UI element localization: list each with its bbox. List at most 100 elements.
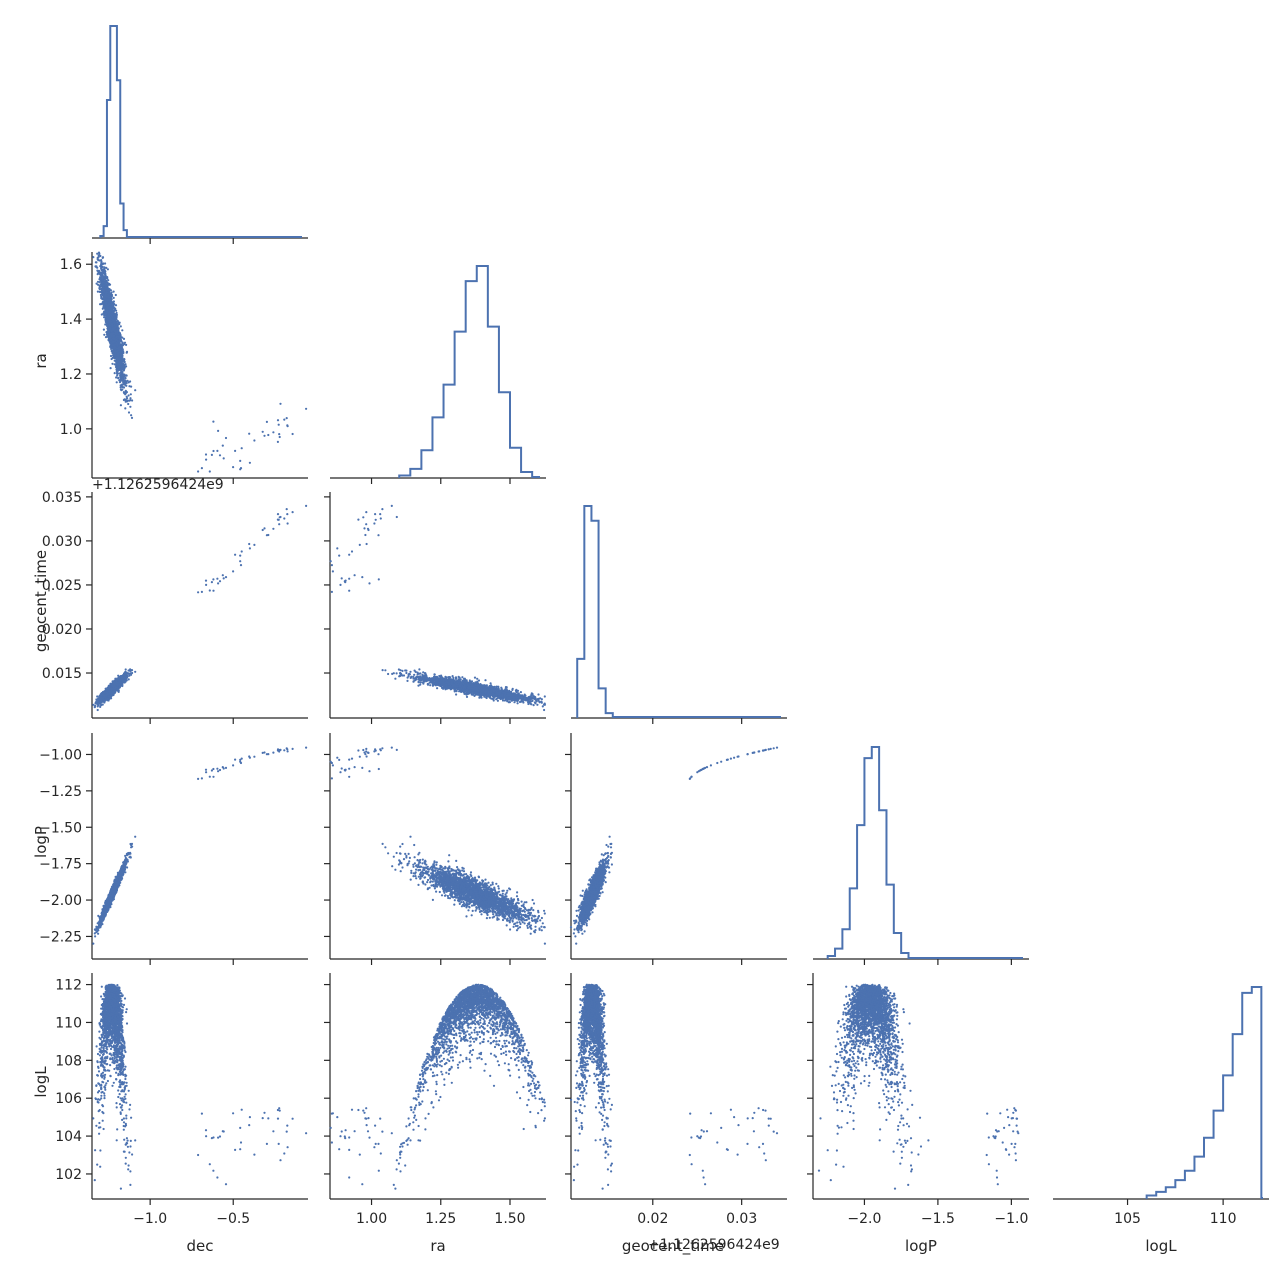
sample-point (118, 357, 120, 359)
sample-point (239, 460, 241, 462)
sample-point (127, 403, 129, 405)
sample-point (96, 283, 98, 285)
sample-point (100, 704, 102, 706)
sample-point (117, 364, 119, 366)
sample-point (106, 299, 108, 301)
sample-point (116, 342, 118, 344)
sample-point (283, 419, 285, 421)
sample-point (121, 384, 123, 386)
sample-point (205, 453, 207, 455)
sample-point (98, 254, 100, 256)
sample-point (100, 276, 102, 278)
sample-point (109, 310, 111, 312)
sample-point (114, 347, 116, 349)
sample-point (205, 459, 207, 461)
sample-point (100, 266, 102, 268)
sample-point (105, 280, 107, 282)
sample-point (113, 297, 115, 299)
sample-point (125, 390, 127, 392)
sample-point (232, 466, 234, 468)
sample-point (128, 394, 130, 396)
sample-point (111, 323, 113, 325)
sample-point (104, 295, 106, 297)
sample-point (119, 375, 121, 377)
sample-point (130, 414, 132, 416)
sample-point (272, 431, 274, 433)
sample-point (111, 352, 113, 354)
sample-point (109, 284, 111, 286)
sample-point (248, 433, 250, 435)
sample-point (112, 350, 114, 352)
sample-point (123, 358, 125, 360)
sample-point (111, 319, 113, 321)
sample-point (122, 381, 124, 383)
sample-point (124, 377, 126, 379)
sample-point (121, 676, 123, 678)
sample-point (292, 433, 294, 435)
sample-point (117, 331, 119, 333)
sample-point (115, 351, 117, 353)
sample-point (118, 336, 120, 338)
sample-point (102, 308, 104, 310)
sample-point (225, 437, 227, 439)
sample-point (103, 329, 105, 331)
sample-point (216, 450, 218, 452)
sample-point (113, 309, 115, 311)
y-tick-label: 1.2 (60, 367, 82, 383)
sample-point (109, 324, 111, 326)
sample-point (116, 381, 118, 383)
sample-point (119, 346, 121, 348)
sample-point (219, 454, 221, 456)
sample-point (117, 353, 119, 355)
sample-point (119, 322, 121, 324)
sample-point (212, 421, 214, 423)
sample-point (96, 695, 98, 697)
sample-point (124, 393, 126, 395)
sample-point (99, 279, 101, 281)
sample-point (113, 320, 115, 322)
sample-point (115, 310, 117, 312)
sample-point (128, 678, 130, 680)
sample-point (223, 457, 225, 459)
sample-point (277, 419, 279, 421)
sample-point (119, 343, 121, 345)
panel-geocent_time-vs-dec: 0.0150.0200.0250.0300.035 (42, 490, 308, 724)
sample-point (103, 288, 105, 290)
sample-point (116, 367, 118, 369)
sample-point (123, 386, 125, 388)
sample-point (239, 468, 241, 470)
sample-point (121, 329, 123, 331)
sample-point (99, 259, 101, 261)
sample-point (99, 291, 101, 293)
sample-point (96, 253, 98, 255)
sample-point (125, 668, 127, 670)
sample-point (263, 435, 265, 437)
sample-point (209, 470, 211, 472)
sample-point (110, 355, 112, 357)
sample-point (92, 256, 94, 258)
sample-point (267, 434, 269, 436)
sample-point (128, 400, 130, 402)
sample-point (107, 327, 109, 329)
panel-ra-vs-dec: 1.01.21.41.6 (60, 252, 308, 485)
sample-point (101, 290, 103, 292)
sample-point (106, 335, 108, 337)
histogram-ra (399, 266, 532, 478)
sample-point (108, 331, 110, 333)
sample-point (105, 331, 107, 333)
sample-point (95, 265, 97, 267)
sample-point (103, 266, 105, 268)
sample-point (131, 672, 133, 674)
sample-point (111, 344, 113, 346)
sample-point (212, 450, 214, 452)
sample-point (104, 276, 106, 278)
sample-point (114, 354, 116, 356)
sample-point (126, 397, 128, 399)
sample-point (279, 436, 281, 438)
sample-point (126, 382, 128, 384)
sample-point (113, 315, 115, 317)
sample-point (123, 338, 125, 340)
sample-point (107, 279, 109, 281)
sample-point (305, 408, 307, 410)
